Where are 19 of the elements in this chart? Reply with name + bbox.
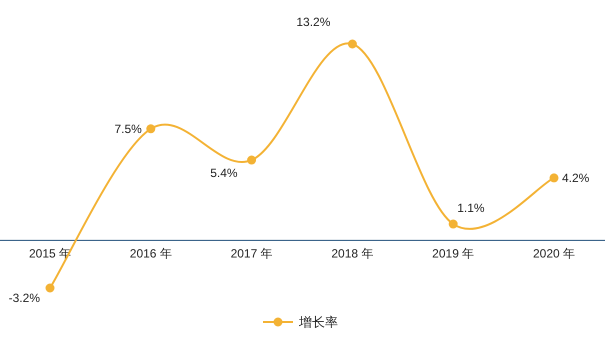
data-label: 1.1% <box>457 201 485 216</box>
point <box>146 124 156 134</box>
data-label: 13.2% <box>296 15 331 29</box>
data-label: 5.4% <box>210 166 238 180</box>
point <box>448 220 458 229</box>
data-label: 7.5% <box>114 122 142 136</box>
x-tick-label: 2016 年 <box>130 246 172 260</box>
point <box>348 40 357 48</box>
point <box>46 284 54 292</box>
x-tick-label: 2019 年 <box>432 246 474 260</box>
legend: 增长率 <box>263 314 338 330</box>
data-label: -3.2% <box>8 291 40 305</box>
x-tick-label: 2020 年 <box>532 246 576 260</box>
point <box>247 156 256 165</box>
point <box>550 173 558 182</box>
x-tick-label: 2018 年 <box>331 246 374 260</box>
legend-label: 增长率 <box>298 314 338 330</box>
x-tick-label: 2017 年 <box>230 246 273 260</box>
data-label: 4.2% <box>562 170 590 185</box>
